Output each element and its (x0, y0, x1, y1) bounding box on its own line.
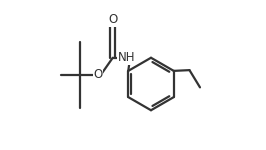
Text: O: O (93, 69, 102, 81)
Text: NH: NH (118, 51, 135, 64)
Text: O: O (108, 13, 117, 26)
